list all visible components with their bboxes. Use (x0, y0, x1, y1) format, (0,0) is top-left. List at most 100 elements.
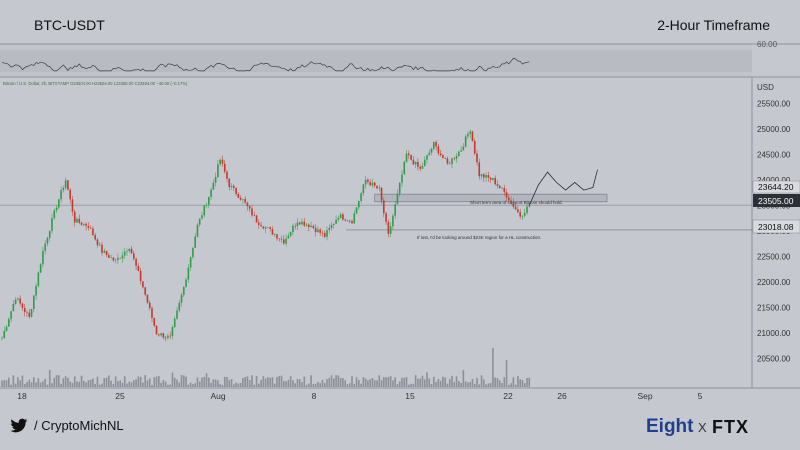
price-tick-25500: 25500.00 (757, 99, 791, 108)
volume-bar (492, 347, 494, 387)
candle (276, 233, 278, 241)
candle (494, 175, 496, 186)
candle (46, 236, 49, 247)
candle (410, 154, 412, 161)
volume-bar (326, 379, 328, 387)
candles (1, 129, 531, 342)
candle (380, 186, 383, 205)
candle (260, 221, 262, 227)
time-tick-25: 25 (115, 391, 125, 401)
volume-bar (508, 384, 510, 387)
volume-bar (376, 380, 378, 387)
candle (37, 271, 40, 288)
volume-bar (242, 378, 244, 387)
candle (144, 286, 146, 297)
volume-bar (314, 383, 317, 387)
candle (1, 336, 3, 341)
candle (510, 196, 512, 205)
candle (239, 195, 242, 201)
candle (360, 191, 362, 204)
candle (167, 333, 169, 341)
candle (471, 130, 474, 142)
volume-bar (42, 381, 44, 387)
volume-bar (408, 384, 410, 387)
candle (194, 233, 196, 249)
candle (58, 198, 60, 210)
candle (48, 230, 51, 242)
candle (214, 172, 217, 187)
price-chart[interactable]: 60.00 Bitcoin / U.S. Dollar, 2h, BITSTAM… (0, 0, 800, 404)
candle (326, 226, 328, 241)
candle (223, 159, 226, 174)
candle (287, 232, 290, 239)
volume-bar (276, 377, 278, 387)
candle (142, 281, 144, 289)
oscillator-tick-label: 60.00 (757, 40, 778, 49)
volume-bar (367, 380, 369, 387)
candle (412, 156, 415, 165)
volume-bar (385, 377, 387, 387)
volume-bar (133, 380, 135, 387)
candle (358, 200, 360, 211)
candle (487, 171, 490, 182)
time-tick-aug: Aug (210, 391, 225, 401)
candle (435, 140, 437, 151)
candle (21, 302, 24, 311)
candle (128, 248, 131, 253)
volume-bar (446, 383, 449, 387)
time-tick-8: 8 (312, 391, 317, 401)
candle (3, 326, 6, 339)
candle (453, 156, 456, 161)
candle (289, 231, 292, 238)
volume-bar (253, 384, 256, 387)
volume-bar (185, 376, 187, 387)
volume-bar (62, 378, 65, 387)
candle (348, 219, 351, 224)
volume-bar (433, 376, 435, 387)
volume-bar (426, 372, 428, 387)
volume-bar (362, 377, 365, 387)
volume-bar (512, 377, 515, 387)
price-tag-23505: 23505.00 (753, 194, 800, 207)
volume-bar (183, 375, 185, 387)
support-zone (374, 193, 608, 203)
candle (196, 222, 199, 238)
candle (492, 177, 494, 182)
volume-bar (198, 381, 201, 387)
candle (117, 253, 119, 265)
volume-bar (246, 376, 249, 387)
candle (126, 248, 128, 256)
volume-bar (305, 384, 308, 387)
candle (303, 218, 306, 228)
volume-bar (430, 383, 433, 387)
candle (371, 178, 374, 188)
volume-bar (278, 375, 281, 387)
candle (369, 179, 371, 187)
candle (8, 317, 10, 327)
candle (353, 210, 356, 225)
candle (189, 256, 192, 271)
volume-bar (208, 377, 210, 387)
volume-bar (353, 383, 356, 387)
candle (364, 175, 367, 189)
candle (383, 197, 385, 218)
candle (292, 223, 294, 236)
candle (130, 245, 133, 254)
candle (319, 227, 321, 237)
oscillator-line (1, 57, 530, 72)
candle (96, 238, 99, 248)
candle (73, 209, 76, 227)
price-tick-24500: 24500.00 (757, 150, 791, 159)
volume-bar (228, 380, 231, 387)
price-tick-25000: 25000.00 (757, 125, 791, 134)
candle (210, 187, 212, 201)
volume-bar (287, 379, 290, 387)
candle (89, 225, 92, 229)
candle (376, 185, 378, 189)
candle (385, 211, 387, 225)
candle (98, 242, 101, 247)
volume-bar (89, 379, 92, 387)
volume-bar (128, 381, 131, 387)
volume-bar (103, 378, 106, 387)
candle (51, 213, 53, 234)
